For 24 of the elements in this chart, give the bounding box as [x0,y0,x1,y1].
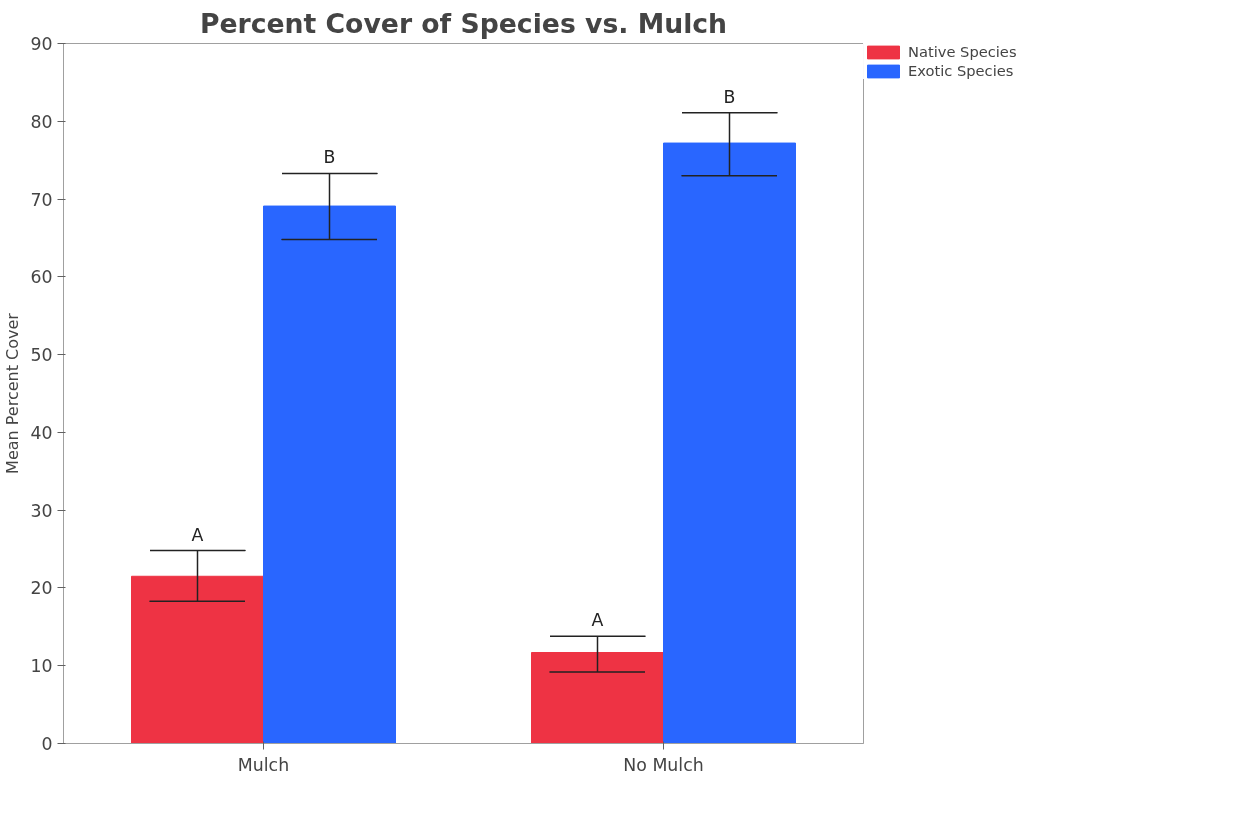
x-tick-label: Mulch [237,754,290,775]
y-tick-label: 0 [41,734,53,754]
annotation: A [191,524,204,545]
bar [263,205,396,744]
x-tick-label: No Mulch [623,754,704,775]
y-tick-label: 80 [30,111,53,132]
y-tick-label: 40 [30,422,53,443]
y-axis-title: Mean Percent Cover [3,312,23,474]
bar [131,575,264,744]
y-tick-label: 70 [30,189,53,210]
y-tick-label: 10 [30,656,53,677]
legend-label: Exotic Species [908,62,1014,79]
y-tick-label: 60 [30,267,53,288]
y-tick-label: 20 [30,578,53,599]
bar [531,652,664,744]
annotation: B [723,86,736,107]
annotation: B [323,147,336,168]
y-tick-label: 30 [30,500,53,521]
legend-label: Native Species [908,43,1017,60]
y-tick-label: 50 [30,345,53,366]
bar [663,142,796,744]
y-tick-label: 90 [30,34,53,54]
chart-title: Percent Cover of Species vs. Mulch [199,7,728,39]
annotation: A [591,610,604,631]
